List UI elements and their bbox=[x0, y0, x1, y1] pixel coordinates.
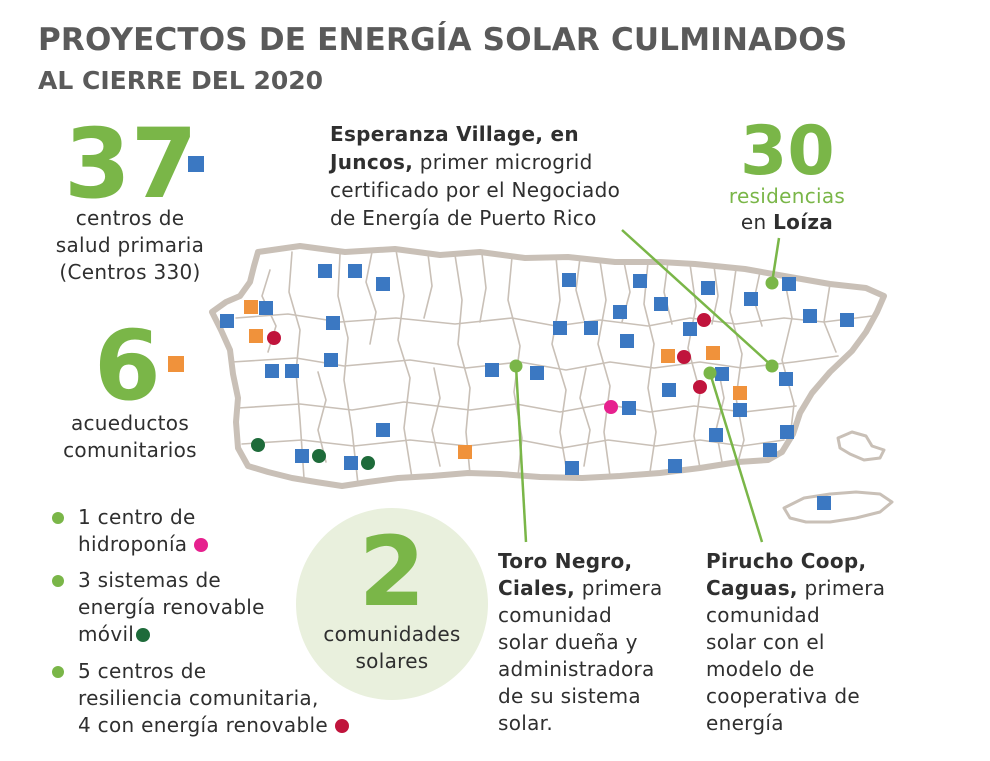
resilience-center-marker bbox=[677, 350, 691, 364]
callout-anchor-marker bbox=[765, 276, 779, 290]
health-center-marker bbox=[565, 461, 579, 475]
loiza-label-line1: residencias bbox=[728, 184, 846, 208]
health-center-marker bbox=[733, 403, 747, 417]
health-center-marker bbox=[668, 459, 682, 473]
aqueduct-marker bbox=[249, 329, 263, 343]
map-marker-layer bbox=[220, 264, 854, 510]
health-center-marker bbox=[715, 367, 729, 381]
health-center-marker bbox=[485, 363, 499, 377]
health-center-marker bbox=[220, 314, 234, 328]
aqueduct-marker bbox=[244, 300, 258, 314]
hydroponics-marker bbox=[604, 400, 618, 414]
loiza-callout-line bbox=[770, 237, 781, 284]
health-center-marker bbox=[613, 305, 627, 319]
aqueducts-label: acueductos comunitarios bbox=[30, 410, 230, 464]
health-center-marker bbox=[683, 322, 697, 336]
pirucho-callout-line bbox=[708, 372, 764, 543]
health-center-marker bbox=[744, 292, 758, 306]
health-center-marker-icon bbox=[188, 156, 204, 172]
legend-bullet-icon bbox=[52, 575, 64, 587]
esperanza-line: de Energía de Puerto Rico bbox=[330, 206, 597, 230]
health-center-marker bbox=[709, 428, 723, 442]
aqueduct-marker bbox=[458, 445, 472, 459]
legend-item-mobile-energy: 3 sistemas de energía renovable móvil bbox=[52, 567, 265, 648]
health-center-marker bbox=[633, 274, 647, 288]
esperanza-callout-line bbox=[621, 229, 773, 367]
mobile-energy-marker bbox=[361, 456, 375, 470]
health-center-marker bbox=[326, 316, 340, 330]
legend-item-resilience-centers: 5 centros de resiliencia comunitaria, 4 … bbox=[52, 658, 349, 739]
health-center-marker bbox=[779, 372, 793, 386]
dark-green-dot-icon bbox=[136, 628, 151, 642]
health-center-marker bbox=[654, 297, 668, 311]
health-center-marker bbox=[318, 264, 332, 278]
pink-dot-icon bbox=[194, 538, 209, 552]
esperanza-line: Esperanza Village, en bbox=[330, 122, 579, 146]
culebra-island bbox=[836, 430, 886, 462]
toro-negro-callout-line bbox=[514, 365, 528, 543]
solar-communities-count: 2 bbox=[358, 516, 426, 628]
health-center-marker bbox=[376, 423, 390, 437]
resilience-center-marker bbox=[267, 331, 281, 345]
callout-anchor-marker bbox=[765, 359, 779, 373]
health-center-marker bbox=[701, 281, 715, 295]
health-center-marker bbox=[530, 366, 544, 380]
page-title: PROYECTOS DE ENERGÍA SOLAR CULMINADOS bbox=[38, 22, 848, 58]
health-center-marker bbox=[803, 309, 817, 323]
aqueduct-marker bbox=[706, 346, 720, 360]
health-center-marker bbox=[763, 443, 777, 457]
health-center-marker bbox=[620, 334, 634, 348]
resilience-center-marker bbox=[693, 380, 707, 394]
esperanza-line: certificado por el Negociado bbox=[330, 178, 621, 202]
legend-bullet-icon bbox=[52, 666, 64, 678]
health-center-marker bbox=[348, 264, 362, 278]
health-center-marker bbox=[376, 277, 390, 291]
health-center-marker bbox=[622, 401, 636, 415]
crimson-dot-icon bbox=[334, 719, 349, 733]
callout-anchor-marker bbox=[703, 366, 717, 380]
solar-communities-circle bbox=[296, 508, 488, 700]
esperanza-callout: Esperanza Village, en Juncos, primer mic… bbox=[330, 120, 620, 232]
health-center-marker bbox=[259, 301, 273, 315]
health-center-marker bbox=[782, 277, 796, 291]
vieques-island bbox=[782, 490, 894, 524]
aqueducts-count: 6 bbox=[94, 310, 161, 422]
legend-bullet-icon bbox=[52, 512, 64, 524]
aqueduct-marker bbox=[733, 386, 747, 400]
health-centers-count: 37 bbox=[64, 108, 198, 220]
health-center-marker bbox=[662, 383, 676, 397]
health-center-marker bbox=[817, 496, 831, 510]
health-center-marker bbox=[265, 364, 279, 378]
health-centers-label: centros de salud primaria (Centros 330) bbox=[30, 205, 230, 286]
health-center-marker bbox=[780, 425, 794, 439]
mobile-energy-marker bbox=[312, 449, 326, 463]
health-centers-label-line: salud primaria bbox=[55, 233, 205, 257]
page-subtitle: AL CIERRE DEL 2020 bbox=[38, 66, 324, 95]
loiza-residences-count: 30 bbox=[740, 112, 835, 191]
health-center-marker bbox=[285, 364, 299, 378]
solar-communities-label: comunidades solares bbox=[323, 622, 461, 673]
health-center-marker bbox=[344, 456, 358, 470]
health-center-marker bbox=[295, 449, 309, 463]
health-centers-label-line: (Centros 330) bbox=[59, 260, 201, 284]
aqueduct-marker bbox=[661, 349, 675, 363]
mobile-energy-marker bbox=[251, 438, 265, 452]
health-center-marker bbox=[840, 313, 854, 327]
health-center-marker bbox=[324, 353, 338, 367]
aqueducts-label-line: acueductos bbox=[70, 411, 190, 435]
esperanza-line: Juncos, primer microgrid bbox=[330, 150, 593, 174]
health-center-marker bbox=[584, 321, 598, 335]
health-center-marker bbox=[553, 321, 567, 335]
loiza-label-line2: en Loíza bbox=[740, 210, 834, 234]
aqueducts-label-line: comunitarios bbox=[63, 438, 197, 462]
toro-negro-callout: Toro Negro, Ciales, primera comunidad so… bbox=[498, 549, 663, 735]
callout-anchor-marker bbox=[509, 359, 523, 373]
resilience-center-marker bbox=[697, 313, 711, 327]
health-center-marker bbox=[562, 273, 576, 287]
legend-item-hydroponics: 1 centro de hidroponía bbox=[52, 504, 209, 558]
pirucho-callout: Pirucho Coop, Caguas, primera comunidad … bbox=[706, 549, 886, 735]
health-centers-label-line: centros de bbox=[75, 206, 185, 230]
aqueduct-marker-icon bbox=[168, 356, 184, 372]
